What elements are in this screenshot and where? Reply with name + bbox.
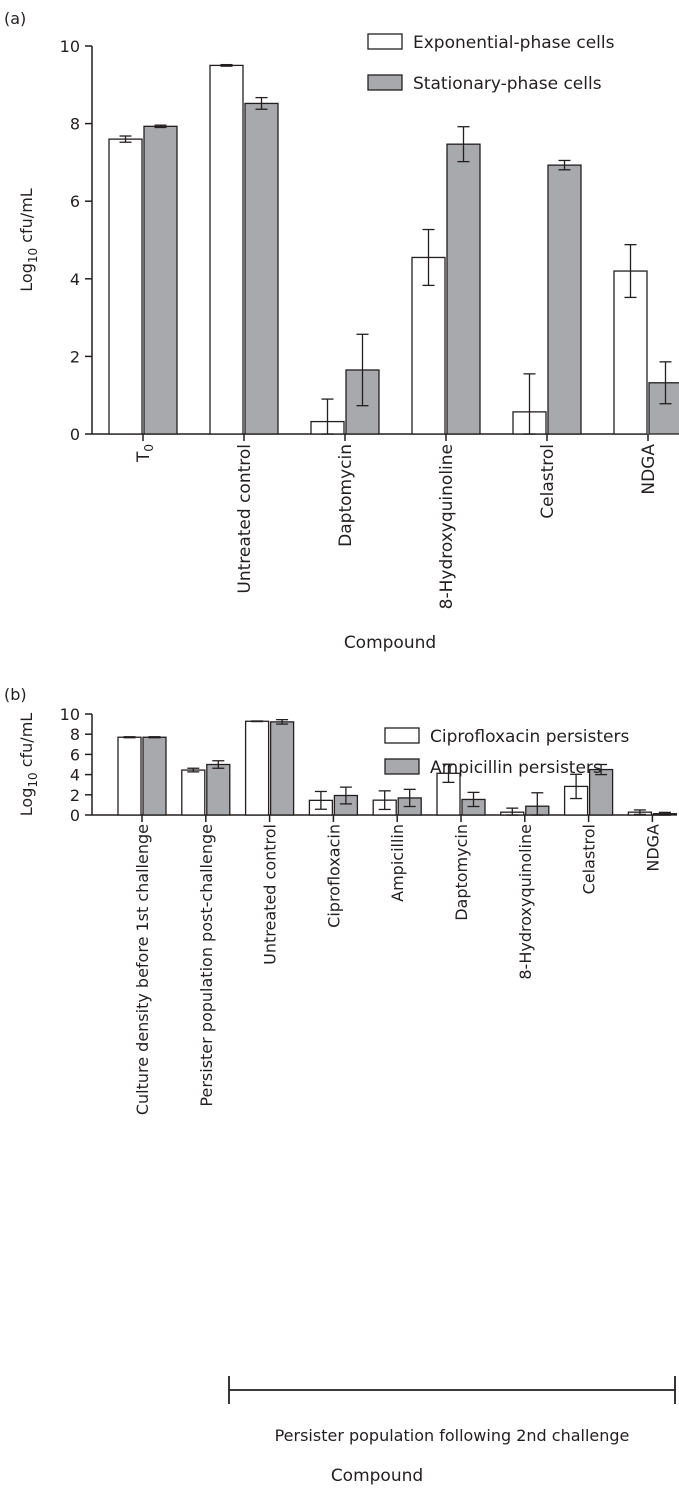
x-tick-label-text: Ampicillin (388, 824, 407, 902)
y-axis-label-main: Log (17, 263, 36, 292)
y-tick-label: 8 (70, 725, 80, 744)
x-tick-label-text: Untreated control (261, 824, 280, 965)
x-tick-label-text: Persister population post-challenge (197, 824, 216, 1107)
bar-series-2-0 (143, 125, 178, 435)
x-tick-label: 8-Hydroxyquinoline (516, 824, 535, 980)
x-tick-label-text: NDGA (643, 824, 662, 872)
legend-label: Ampicillin persisters (430, 758, 602, 778)
x-tick-label: Daptomycin (336, 444, 356, 547)
bar-series-2-1 (206, 763, 231, 816)
y-tick-label: 6 (70, 745, 80, 764)
y-axis-label-subscript: 10 (26, 248, 40, 263)
x-tick-label-text: Daptomycin (336, 444, 356, 547)
y-tick-label: 0 (70, 806, 80, 825)
x-tick-label-text: NDGA (639, 444, 659, 495)
legend-swatch (367, 74, 403, 91)
y-axis-label-unit: cfu/mL (17, 188, 36, 248)
bar-series-2-0 (142, 736, 167, 816)
x-tick-label: Persister population post-challenge (197, 824, 216, 1107)
bar-series-2-1 (244, 102, 279, 435)
y-axis-label-subscript: 10 (26, 772, 40, 787)
bar-series-1-5 (613, 270, 648, 435)
panel-label: (a) (4, 9, 26, 28)
bar-series-2-5 (648, 382, 679, 435)
legend-swatch (384, 758, 420, 775)
y-tick-label: 10 (60, 37, 80, 56)
legend-label: Ciprofloxacin persisters (430, 727, 630, 747)
x-tick-label-subscript: 0 (142, 444, 156, 452)
x-tick-label: Ampicillin (388, 824, 407, 902)
bar-series-1-1 (181, 769, 206, 816)
y-tick-label: 10 (60, 705, 80, 724)
x-tick-label-text: Celastrol (580, 824, 599, 894)
panel-label: (b) (4, 685, 27, 704)
bracket-label: Persister population following 2nd chall… (275, 1426, 630, 1445)
x-tick-label-text: Ciprofloxacin (324, 824, 343, 928)
y-tick-label: 6 (70, 192, 80, 211)
x-tick-label: 8-Hydroxyquinoline (437, 444, 457, 609)
x-tick-label: Ciprofloxacin (324, 824, 343, 928)
x-tick-label-text: Daptomycin (452, 824, 471, 921)
bar-series-1-2 (244, 720, 270, 816)
x-axis-label: Compound (344, 633, 436, 653)
x-tick-label-text: Untreated control (235, 444, 255, 594)
y-axis-label-main: Log (17, 788, 36, 817)
y-axis-label-unit: cfu/mL (17, 713, 36, 773)
x-tick-label-text: 8-Hydroxyquinoline (437, 444, 457, 609)
legend-label: Exponential-phase cells (413, 33, 615, 53)
x-tick-label: Untreated control (261, 824, 280, 965)
x-tick-label-text: Culture density before 1st challenge (133, 824, 152, 1115)
bar-series-2-4 (547, 164, 582, 435)
x-tick-label: NDGA (639, 444, 659, 495)
x-tick-label-text: 8-Hydroxyquinoline (516, 824, 535, 980)
y-tick-label: 2 (70, 786, 80, 805)
x-tick-label: Untreated control (235, 444, 255, 594)
x-tick-label: Daptomycin (452, 824, 471, 921)
y-tick-label: 2 (70, 347, 80, 366)
x-tick-label-text: Celastrol (538, 444, 558, 519)
y-tick-label: 4 (70, 766, 80, 785)
x-tick-label-text: T (134, 451, 154, 463)
bar-series-1-1 (209, 64, 244, 435)
y-tick-label: 8 (70, 115, 80, 134)
legend-label: Stationary-phase cells (413, 74, 602, 94)
x-tick-label: NDGA (643, 824, 662, 872)
x-axis-label: Compound (331, 1466, 423, 1486)
y-axis-label: Log10 cfu/mL (17, 188, 40, 291)
legend-swatch (367, 33, 403, 50)
bar-series-1-0 (108, 138, 143, 435)
y-tick-label: 0 (70, 425, 80, 444)
x-tick-label: Celastrol (538, 444, 558, 519)
legend-swatch (384, 727, 420, 744)
x-tick-label: Celastrol (580, 824, 599, 894)
y-tick-label: 4 (70, 270, 80, 289)
bar-series-1-3 (411, 256, 446, 435)
bar-series-1-0 (117, 736, 142, 816)
x-tick-label: Culture density before 1st challenge (133, 824, 152, 1115)
bar-series-2-3 (446, 143, 481, 435)
bar-series-2-2 (269, 721, 295, 816)
y-axis-label: Log10 cfu/mL (17, 713, 40, 816)
x-tick-label: T0 (134, 444, 156, 463)
